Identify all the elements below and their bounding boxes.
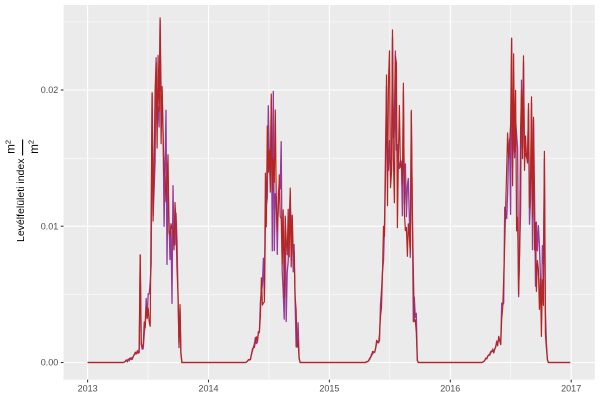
svg-text:0.00: 0.00 (41, 358, 59, 368)
svg-text:0.02: 0.02 (41, 85, 59, 95)
svg-text:2016: 2016 (440, 384, 460, 394)
svg-text:m2: m2 (27, 140, 41, 154)
svg-text:2015: 2015 (319, 384, 339, 394)
svg-text:0.01: 0.01 (41, 221, 59, 231)
svg-text:m2: m2 (4, 140, 18, 154)
svg-text:2013: 2013 (78, 384, 98, 394)
svg-text:Levélfelületi index: Levélfelületi index (15, 158, 27, 242)
svg-text:2014: 2014 (198, 384, 218, 394)
svg-text:2017: 2017 (561, 384, 581, 394)
